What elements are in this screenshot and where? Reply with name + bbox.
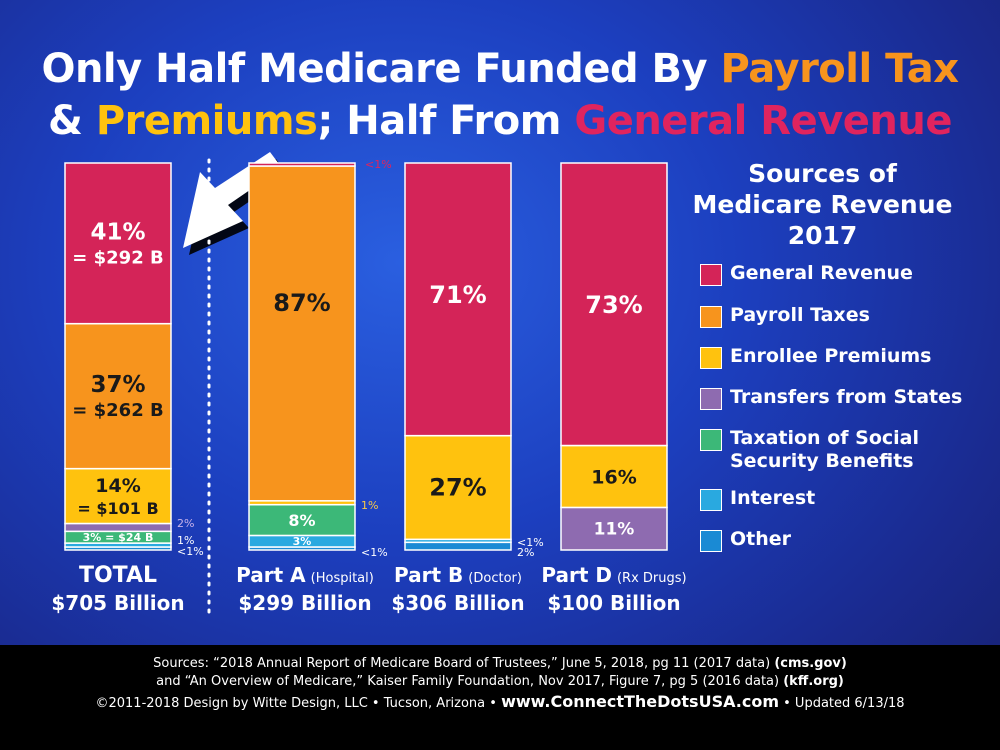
source-domain: (kff.org) (783, 674, 844, 689)
segment-general-revenue (64, 162, 172, 325)
sources-footer: Sources: “2018 Annual Report of Medicare… (0, 645, 1000, 750)
headline-segment: Premiums (95, 98, 318, 144)
bar-total: <1%1% 3% = $24 B 2% 14% = $101 B 37%= $262 B 4… (64, 162, 204, 558)
segment-general-revenue (560, 162, 668, 447)
bar-part-d: 11% 16% 73% (560, 162, 668, 551)
legend-swatch (700, 347, 722, 369)
segment-transfers-from-states (64, 522, 172, 533)
segment-taxation-of-social-security-benefits (248, 503, 356, 537)
legend-item-general-revenue: General Revenue (700, 262, 970, 286)
segment-label: 27% (429, 473, 486, 501)
segment-value-label: = $262 B (72, 400, 163, 421)
segment-value-label: = $101 B (77, 499, 158, 518)
segment-label: 16% (591, 466, 636, 488)
headline-segment: ; Half From (317, 98, 575, 144)
segment-label: 87% (273, 289, 330, 317)
segment-label: 3% = $24 B (83, 531, 154, 544)
legend-item-other: Other (700, 528, 970, 552)
segment-enrollee-premiums (404, 434, 512, 541)
segment-enrollee-premiums (560, 444, 668, 509)
source-text: Sources: “2018 Annual Report of Medicare… (153, 656, 775, 671)
legend-swatch (700, 306, 722, 328)
legend-label: Other (730, 528, 792, 550)
segment-label: 73% (585, 291, 642, 319)
segment-label: 1% (361, 499, 378, 512)
legend-title: Sources of Medicare Revenue 2017 (690, 158, 955, 251)
bar-part-a: <1% 3% 8% 1% 87% <1% (248, 158, 392, 559)
category-total: $306 Billion (391, 591, 524, 615)
segment-label: <1% (361, 546, 388, 559)
source-text: and “An Overview of Medicare,” Kaiser Fa… (156, 674, 784, 689)
segment-label: <1% (177, 545, 204, 558)
segment-payroll-taxes (248, 165, 356, 502)
category-label: Part A (Hospital) (236, 563, 374, 587)
stacked-bar-chart: <1%1%3% = $24 B2%14%= $101 B37%= $262 B4… (51, 158, 686, 615)
headline-line-1: Only Half Medicare Funded By Payroll Tax (0, 46, 1000, 92)
footer-line-1: Sources: “2018 Annual Report of Medicare… (0, 655, 1000, 673)
segment-general-revenue (404, 162, 512, 437)
legend-item-payroll-taxes: Payroll Taxes (700, 304, 970, 328)
legend-swatch (700, 489, 722, 511)
legend-title-line: 2017 (787, 221, 858, 250)
legend-label: Payroll Taxes (730, 304, 870, 326)
segment-general-revenue (248, 162, 356, 167)
segment-label: <1% (517, 536, 544, 549)
segment-label: 2% (177, 517, 194, 530)
footer-line-2: and “An Overview of Medicare,” Kaiser Fa… (0, 673, 1000, 691)
segment-label: 2% (517, 546, 534, 559)
category-total: $299 Billion (238, 591, 371, 615)
bar-part-b: 2%<1% 27% 71% (404, 162, 544, 559)
legend-label: Transfers from States (730, 386, 963, 408)
legend-swatch (700, 388, 722, 410)
headline-line-2: & Premiums; Half From General Revenue (0, 98, 1000, 144)
legend-label: Interest (730, 487, 816, 509)
segment-label: 8% (288, 511, 315, 530)
source-domain: (cms.gov) (774, 656, 847, 671)
legend-title-line: Sources of (748, 159, 897, 188)
legend-label: General Revenue (730, 262, 913, 284)
legend-swatch (700, 429, 722, 451)
segment-enrollee-premiums (64, 467, 172, 525)
segment-label: 14% (95, 475, 140, 497)
footer-line-3: ©2011-2018 Design by Witte Design, LLC •… (0, 693, 1000, 713)
segment-label: 41% (90, 219, 145, 245)
category-label: TOTAL (79, 563, 157, 588)
legend-item-interest: Interest (700, 487, 970, 511)
legend-title-line: Medicare Revenue (692, 190, 953, 219)
segment-label: 1% (177, 534, 194, 547)
credit-text: ©2011-2018 Design by Witte Design, LLC •… (95, 696, 502, 711)
category-label: Part D (Rx Drugs) (541, 563, 686, 587)
segment-label: <1% (365, 158, 392, 171)
segment-label: 11% (594, 520, 635, 540)
legend-label: Taxation of Social Security Benefits (730, 427, 919, 472)
legend-label: Enrollee Premiums (730, 345, 932, 367)
category-total: $705 Billion (51, 591, 184, 615)
category-label: Part B (Doctor) (394, 563, 522, 587)
segment-label: 3% (293, 535, 312, 548)
legend-item-taxation-of-social-security-benefits: Taxation of Social Security Benefits (700, 427, 970, 473)
legend-swatch (700, 264, 722, 286)
legend-item-enrollee-premiums: Enrollee Premiums (700, 345, 970, 369)
website-link[interactable]: www.ConnectTheDotsUSA.com (501, 692, 779, 711)
infographic-stage: Only Half Medicare Funded By Payroll Tax… (0, 46, 1000, 615)
segment-label: 71% (429, 281, 486, 309)
headline-segment: & (48, 98, 96, 144)
segment-other (404, 541, 512, 551)
legend-swatch (700, 530, 722, 552)
segment-value-label: = $292 B (72, 247, 163, 268)
segment-label: 37% (90, 372, 145, 398)
category-total: $100 Billion (547, 591, 680, 615)
headline-segment: General Revenue (574, 98, 952, 144)
legend-item-transfers-from-states: Transfers from States (700, 386, 970, 410)
headline-segment: Only Half Medicare Funded By (41, 46, 721, 92)
updated-text: • Updated 6/13/18 (779, 696, 905, 711)
headline-segment: Payroll Tax (720, 46, 960, 92)
